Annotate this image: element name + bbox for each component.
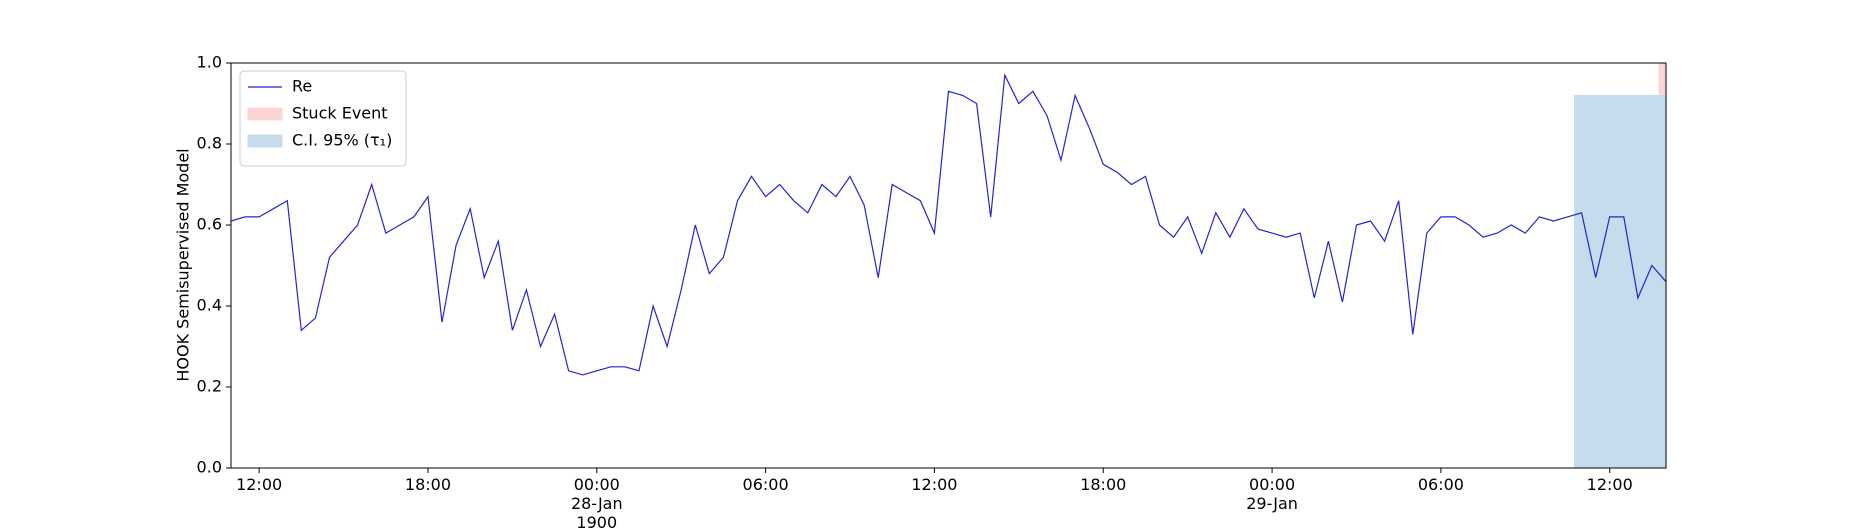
plot-frame (230, 62, 1667, 469)
y-tick-label: 0.8 (197, 134, 222, 153)
x-tick-label: 06:00 (1417, 475, 1464, 494)
y-axis-label: HOOK Semisupervised Model (174, 148, 193, 381)
legend-label: Stuck Event (292, 104, 388, 123)
x-tick-label: 00:00 29-Jan (1246, 475, 1298, 513)
x-tick-label: 18:00 (1080, 475, 1127, 494)
y-tick-label: 0.6 (197, 215, 222, 234)
region (1574, 94, 1667, 469)
y-tick-label: 1.0 (197, 53, 222, 72)
y-tick-label: 0.2 (197, 377, 222, 396)
y-tick-label: 0.4 (197, 296, 222, 315)
x-tick-label: 12:00 (1586, 475, 1633, 494)
legend-swatch (247, 107, 283, 121)
legend-label: Re (292, 77, 312, 96)
x-tick-label: 00:00 28-Jan 1900 (570, 475, 623, 532)
legend-label: C.I. 95% (τ₁) (292, 131, 392, 150)
line (230, 73, 1667, 376)
y-tick-label: 0.0 (197, 458, 222, 477)
x-tick-label: 18:00 (404, 475, 452, 494)
x-tick-label: 06:00 (742, 475, 789, 494)
legend: Re Stuck Event C.I. 95% (τ₁) (239, 70, 407, 167)
legend-swatch (247, 134, 283, 148)
x-tick-label: 12:00 (911, 475, 958, 494)
x-tick-label: 12:00 (236, 475, 283, 494)
